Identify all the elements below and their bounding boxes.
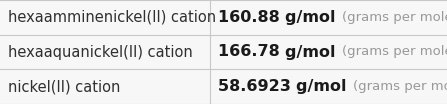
Text: hexaaquanickel(II) cation: hexaaquanickel(II) cation bbox=[8, 45, 193, 59]
Text: 58.6923: 58.6923 bbox=[218, 79, 296, 94]
Text: (grams per mole): (grams per mole) bbox=[342, 46, 447, 58]
Text: g/mol: g/mol bbox=[285, 45, 342, 59]
Text: (grams per mole): (grams per mole) bbox=[342, 11, 447, 24]
Text: hexaamminenickel(II) cation: hexaamminenickel(II) cation bbox=[8, 10, 216, 25]
Text: g/mol: g/mol bbox=[296, 79, 353, 94]
Text: 166.78: 166.78 bbox=[218, 45, 285, 59]
Text: 160.88: 160.88 bbox=[218, 10, 285, 25]
Text: g/mol: g/mol bbox=[285, 10, 342, 25]
Text: nickel(II) cation: nickel(II) cation bbox=[8, 79, 120, 94]
Text: (grams per mole): (grams per mole) bbox=[353, 80, 447, 93]
